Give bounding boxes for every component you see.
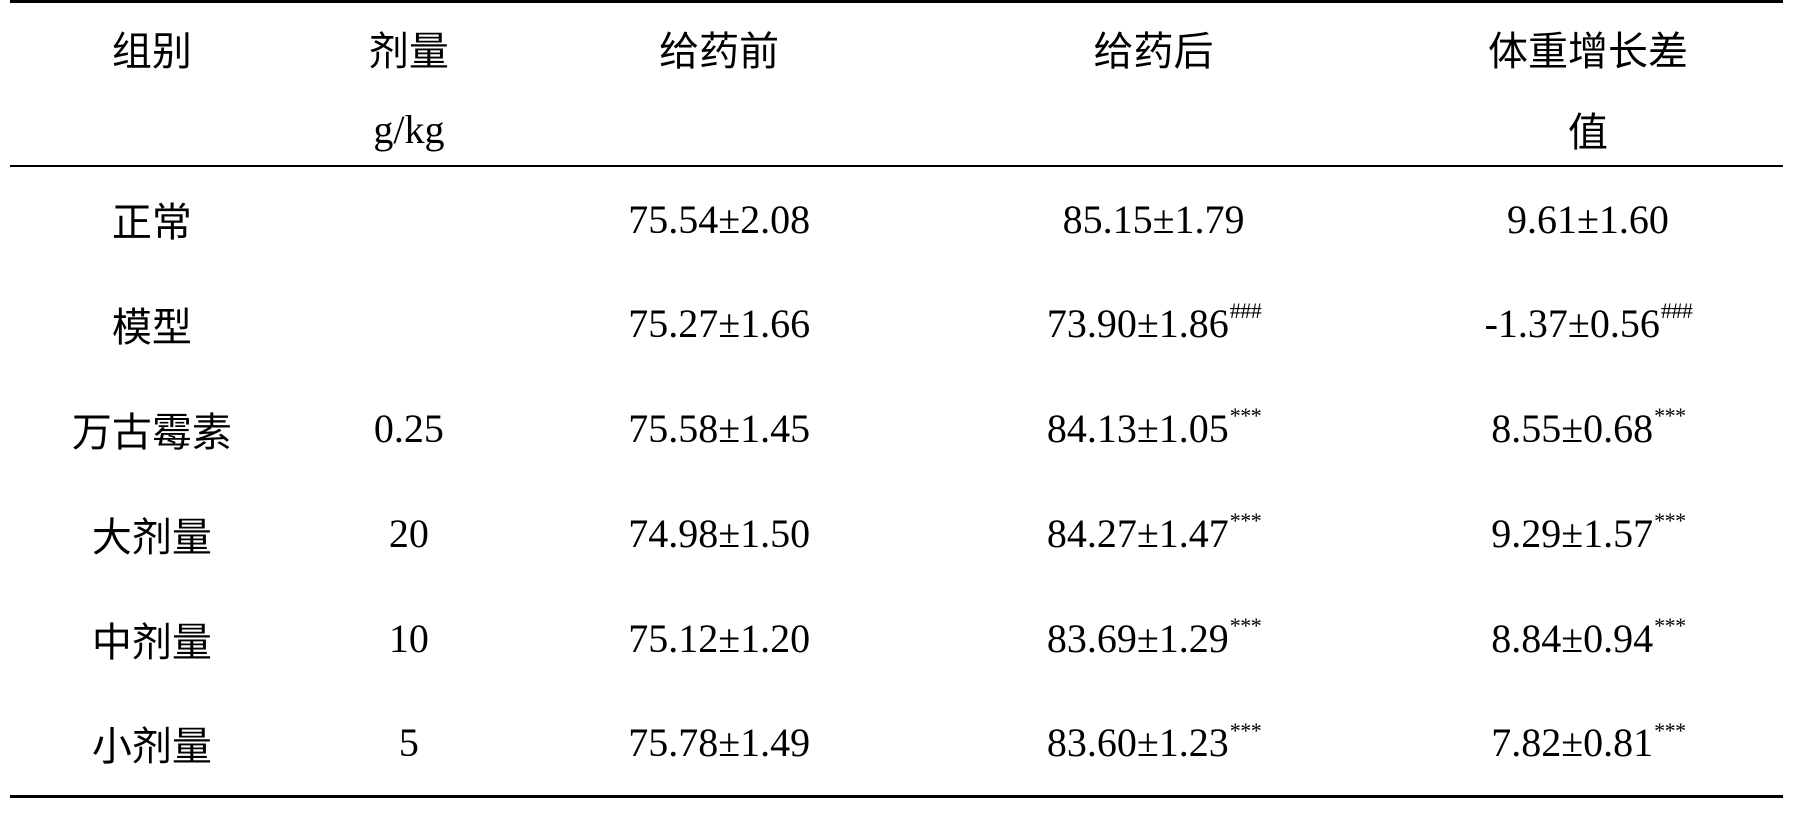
col-diff-label: 体重增长差 [1393, 2, 1783, 94]
cell-diff: 8.55±0.68*** [1393, 376, 1783, 481]
cell-diff-val: 7.82±0.81 [1491, 720, 1653, 765]
col-after-label: 给药后 [914, 2, 1393, 94]
cell-diff-val: 8.84±0.94 [1491, 616, 1653, 661]
cell-diff-sup: *** [1654, 613, 1686, 638]
cell-after-sup: *** [1230, 403, 1262, 428]
cell-before: 75.12±1.20 [524, 586, 914, 691]
table-body: 正常 75.54±2.08 85.15±1.79 9.61±1.60 模型 75… [10, 166, 1783, 796]
cell-diff-sup: *** [1654, 508, 1686, 533]
cell-after-val: 85.15±1.79 [1063, 197, 1245, 242]
cell-after: 83.60±1.23*** [914, 691, 1393, 796]
cell-group: 小剂量 [10, 691, 294, 796]
cell-group: 中剂量 [10, 586, 294, 691]
cell-after: 85.15±1.79 [914, 166, 1393, 271]
cell-diff-val: -1.37±0.56 [1485, 301, 1660, 346]
col-dose-label: 剂量 [294, 2, 524, 94]
cell-after-sup: *** [1230, 508, 1262, 533]
table-row: 万古霉素 0.25 75.58±1.45 84.13±1.05*** 8.55±… [10, 376, 1783, 481]
header-row-2: g/kg 值 [10, 93, 1783, 166]
cell-after-sup: *** [1230, 718, 1262, 743]
cell-after-val: 84.27±1.47 [1047, 511, 1229, 556]
cell-group: 正常 [10, 166, 294, 271]
table: 组别 剂量 给药前 给药后 体重增长差 g/kg 值 正常 75.54±2.08… [10, 0, 1783, 798]
cell-before: 75.58±1.45 [524, 376, 914, 481]
cell-diff-val: 9.61±1.60 [1507, 197, 1669, 242]
cell-before: 75.27±1.66 [524, 271, 914, 376]
cell-diff-sup: *** [1654, 403, 1686, 428]
cell-dose: 10 [294, 586, 524, 691]
cell-after-val: 83.69±1.29 [1047, 616, 1229, 661]
col-dose-unit: g/kg [294, 93, 524, 166]
cell-before: 75.54±2.08 [524, 166, 914, 271]
table-row: 小剂量 5 75.78±1.49 83.60±1.23*** 7.82±0.81… [10, 691, 1783, 796]
cell-after: 73.90±1.86### [914, 271, 1393, 376]
cell-diff: 7.82±0.81*** [1393, 691, 1783, 796]
col-before-label: 给药前 [524, 2, 914, 94]
col-diff-label2: 值 [1393, 93, 1783, 166]
data-table: 组别 剂量 给药前 给药后 体重增长差 g/kg 值 正常 75.54±2.08… [0, 0, 1803, 798]
col-before-label2 [524, 93, 914, 166]
table-row: 模型 75.27±1.66 73.90±1.86### -1.37±0.56##… [10, 271, 1783, 376]
cell-before: 75.78±1.49 [524, 691, 914, 796]
cell-diff-sup: ### [1661, 298, 1693, 323]
cell-diff: -1.37±0.56### [1393, 271, 1783, 376]
cell-after-sup: *** [1230, 613, 1262, 638]
cell-dose: 5 [294, 691, 524, 796]
table-row: 正常 75.54±2.08 85.15±1.79 9.61±1.60 [10, 166, 1783, 271]
table-row: 中剂量 10 75.12±1.20 83.69±1.29*** 8.84±0.9… [10, 586, 1783, 691]
cell-diff: 9.61±1.60 [1393, 166, 1783, 271]
cell-after-sup: ### [1230, 298, 1262, 323]
cell-after: 84.27±1.47*** [914, 481, 1393, 586]
col-group-label2 [10, 93, 294, 166]
col-group-label: 组别 [10, 2, 294, 94]
table-header: 组别 剂量 给药前 给药后 体重增长差 g/kg 值 [10, 2, 1783, 167]
cell-group: 大剂量 [10, 481, 294, 586]
cell-group: 万古霉素 [10, 376, 294, 481]
cell-diff-val: 8.55±0.68 [1491, 406, 1653, 451]
cell-after-val: 73.90±1.86 [1047, 301, 1229, 346]
cell-after: 83.69±1.29*** [914, 586, 1393, 691]
cell-after: 84.13±1.05*** [914, 376, 1393, 481]
cell-before: 74.98±1.50 [524, 481, 914, 586]
col-after-label2 [914, 93, 1393, 166]
cell-dose: 0.25 [294, 376, 524, 481]
cell-dose [294, 271, 524, 376]
cell-diff: 8.84±0.94*** [1393, 586, 1783, 691]
cell-after-val: 83.60±1.23 [1047, 720, 1229, 765]
cell-diff-sup: *** [1654, 718, 1686, 743]
cell-diff: 9.29±1.57*** [1393, 481, 1783, 586]
cell-dose: 20 [294, 481, 524, 586]
table-row: 大剂量 20 74.98±1.50 84.27±1.47*** 9.29±1.5… [10, 481, 1783, 586]
cell-dose [294, 166, 524, 271]
header-row-1: 组别 剂量 给药前 给药后 体重增长差 [10, 2, 1783, 94]
cell-group: 模型 [10, 271, 294, 376]
cell-after-val: 84.13±1.05 [1047, 406, 1229, 451]
cell-diff-val: 9.29±1.57 [1491, 511, 1653, 556]
